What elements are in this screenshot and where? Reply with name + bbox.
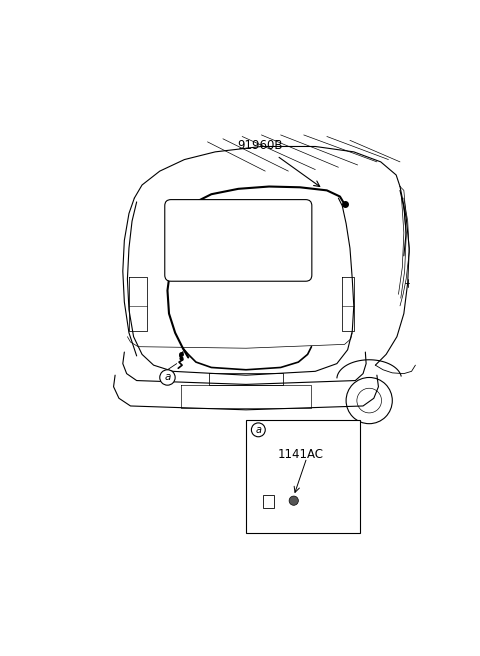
FancyBboxPatch shape [165, 199, 312, 281]
Text: a: a [255, 425, 261, 435]
Text: 1141AC: 1141AC [278, 448, 324, 461]
Circle shape [252, 423, 265, 437]
Text: 91960B: 91960B [237, 139, 283, 152]
Bar [246, 420, 360, 533]
Circle shape [160, 370, 175, 385]
Text: a: a [164, 373, 171, 382]
Circle shape [289, 496, 299, 505]
Bar [263, 495, 274, 508]
